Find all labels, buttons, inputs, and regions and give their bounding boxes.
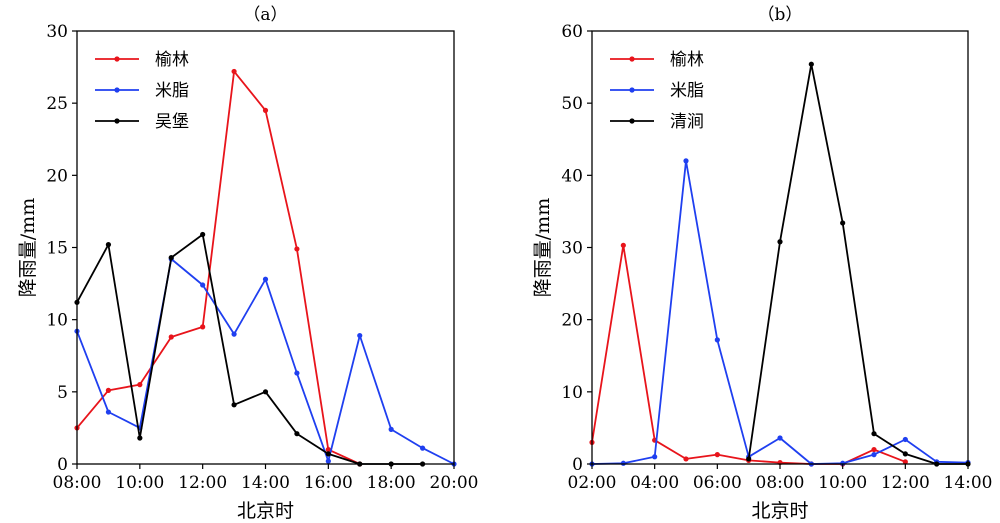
series-line-0 (76, 70, 361, 465)
data-point-0-6 (262, 107, 269, 113)
data-point-2-5 (746, 456, 752, 462)
data-point-2-8 (325, 451, 331, 457)
data-point-1-8 (325, 458, 331, 464)
data-point-1-9 (357, 332, 363, 339)
data-point-1-4 (200, 282, 206, 288)
legend-marker-0 (629, 56, 635, 62)
data-point-1-7 (294, 370, 300, 376)
data-point-1-6 (262, 276, 269, 282)
x-tick-label: 10:00 (115, 473, 164, 493)
y-tick-label: 20 (561, 311, 583, 331)
data-point-2-2 (137, 435, 143, 441)
chart-title: （a） (243, 5, 287, 25)
data-point-2-5 (231, 402, 237, 408)
data-point-1-3 (683, 158, 689, 164)
y-tick-label: 25 (46, 94, 68, 114)
data-point-2-6 (777, 239, 783, 245)
data-point-0-4 (200, 324, 206, 330)
series-line-1 (76, 258, 455, 465)
series-line-2 (747, 63, 968, 465)
x-tick-label: 12:00 (881, 473, 930, 493)
legend-label-2: 清涧 (670, 112, 704, 132)
chart-panel-b: 02:00 04:00 06:00 08:00 10:00 12:00 14:00 0 10 20… (532, 5, 993, 522)
chart-title: （b） (758, 5, 803, 25)
data-point-1-1 (620, 460, 626, 466)
legend-marker-0 (114, 56, 120, 62)
x-tick-label: 02:00 (568, 473, 617, 493)
x-tick-label: 08:00 (756, 473, 805, 493)
data-point-1-5 (231, 331, 237, 337)
chart-panel-a: 08:00 10:00 12:00 14:00 16:00 18:00 20:00 0 5 10 1… (17, 5, 479, 522)
x-tick-label: 08:00 (53, 473, 102, 493)
data-point-0-1 (105, 387, 112, 393)
data-point-1-4 (714, 337, 720, 343)
legend-marker-1 (629, 87, 635, 93)
x-tick-label: 06:00 (693, 473, 742, 493)
data-point-2-7 (294, 431, 300, 437)
data-point-2-6 (262, 389, 269, 395)
data-point-0-5 (231, 68, 237, 75)
y-axis-label: 降雨量/mm (532, 198, 554, 297)
legend-marker-1 (114, 87, 120, 93)
x-tick-label: 18:00 (367, 473, 416, 493)
data-point-2-10 (902, 451, 908, 457)
data-point-0-3 (683, 456, 689, 462)
data-point-1-1 (105, 409, 112, 415)
data-point-1-6 (777, 435, 783, 441)
data-point-1-9 (871, 452, 877, 458)
data-point-2-3 (168, 255, 174, 261)
data-point-2-9 (871, 431, 877, 437)
legend-label-1: 米脂 (155, 81, 189, 101)
y-tick-label: 20 (46, 166, 68, 186)
legend-marker-2 (114, 118, 120, 124)
x-tick-label: 04:00 (630, 473, 679, 493)
y-tick-label: 10 (561, 383, 583, 403)
data-point-0-8 (325, 446, 331, 453)
x-tick-label: 10:00 (818, 473, 867, 493)
x-tick-label: 14:00 (241, 473, 290, 493)
y-axis-label: 降雨量/mm (17, 198, 39, 297)
y-tick-label: 50 (561, 94, 583, 114)
data-point-0-1 (620, 242, 626, 248)
y-tick-label: 15 (46, 239, 68, 259)
x-tick-label: 14:00 (944, 473, 993, 493)
y-tick-label: 5 (57, 383, 68, 403)
data-point-0-2 (137, 382, 143, 388)
data-point-1-10 (902, 436, 908, 443)
data-point-1-2 (652, 454, 658, 460)
data-point-0-7 (294, 246, 300, 252)
data-point-1-10 (388, 426, 394, 432)
x-tick-label: 16:00 (304, 473, 353, 493)
y-tick-label: 0 (572, 455, 583, 475)
legend-marker-2 (629, 118, 635, 124)
legend-label-0: 榆林 (155, 50, 189, 70)
y-tick-label: 0 (57, 455, 68, 475)
x-tick-label: 12:00 (178, 473, 227, 493)
y-tick-label: 40 (561, 166, 583, 186)
data-point-1-11 (419, 445, 426, 451)
legend-label-0: 榆林 (670, 50, 704, 70)
data-point-2-8 (840, 220, 846, 226)
data-point-2-7 (808, 61, 814, 67)
x-axis-label: 北京时 (751, 500, 808, 522)
data-point-2-1 (105, 242, 112, 248)
y-tick-label: 30 (46, 22, 68, 42)
data-point-0-9 (871, 446, 877, 453)
data-point-0-4 (714, 452, 720, 458)
x-axis-label: 北京时 (237, 500, 294, 522)
data-point-0-10 (902, 459, 908, 465)
data-point-2-4 (200, 231, 206, 238)
y-tick-label: 30 (561, 239, 583, 259)
series-line-0 (591, 244, 906, 465)
legend-label-1: 米脂 (670, 81, 704, 101)
y-tick-label: 60 (561, 22, 583, 42)
y-tick-label: 10 (46, 311, 68, 331)
legend-label-2: 吴堡 (155, 112, 189, 132)
x-tick-label: 20:00 (430, 473, 479, 493)
series-line-2 (76, 233, 423, 465)
data-point-0-3 (168, 334, 174, 340)
series-line-1 (591, 159, 969, 465)
